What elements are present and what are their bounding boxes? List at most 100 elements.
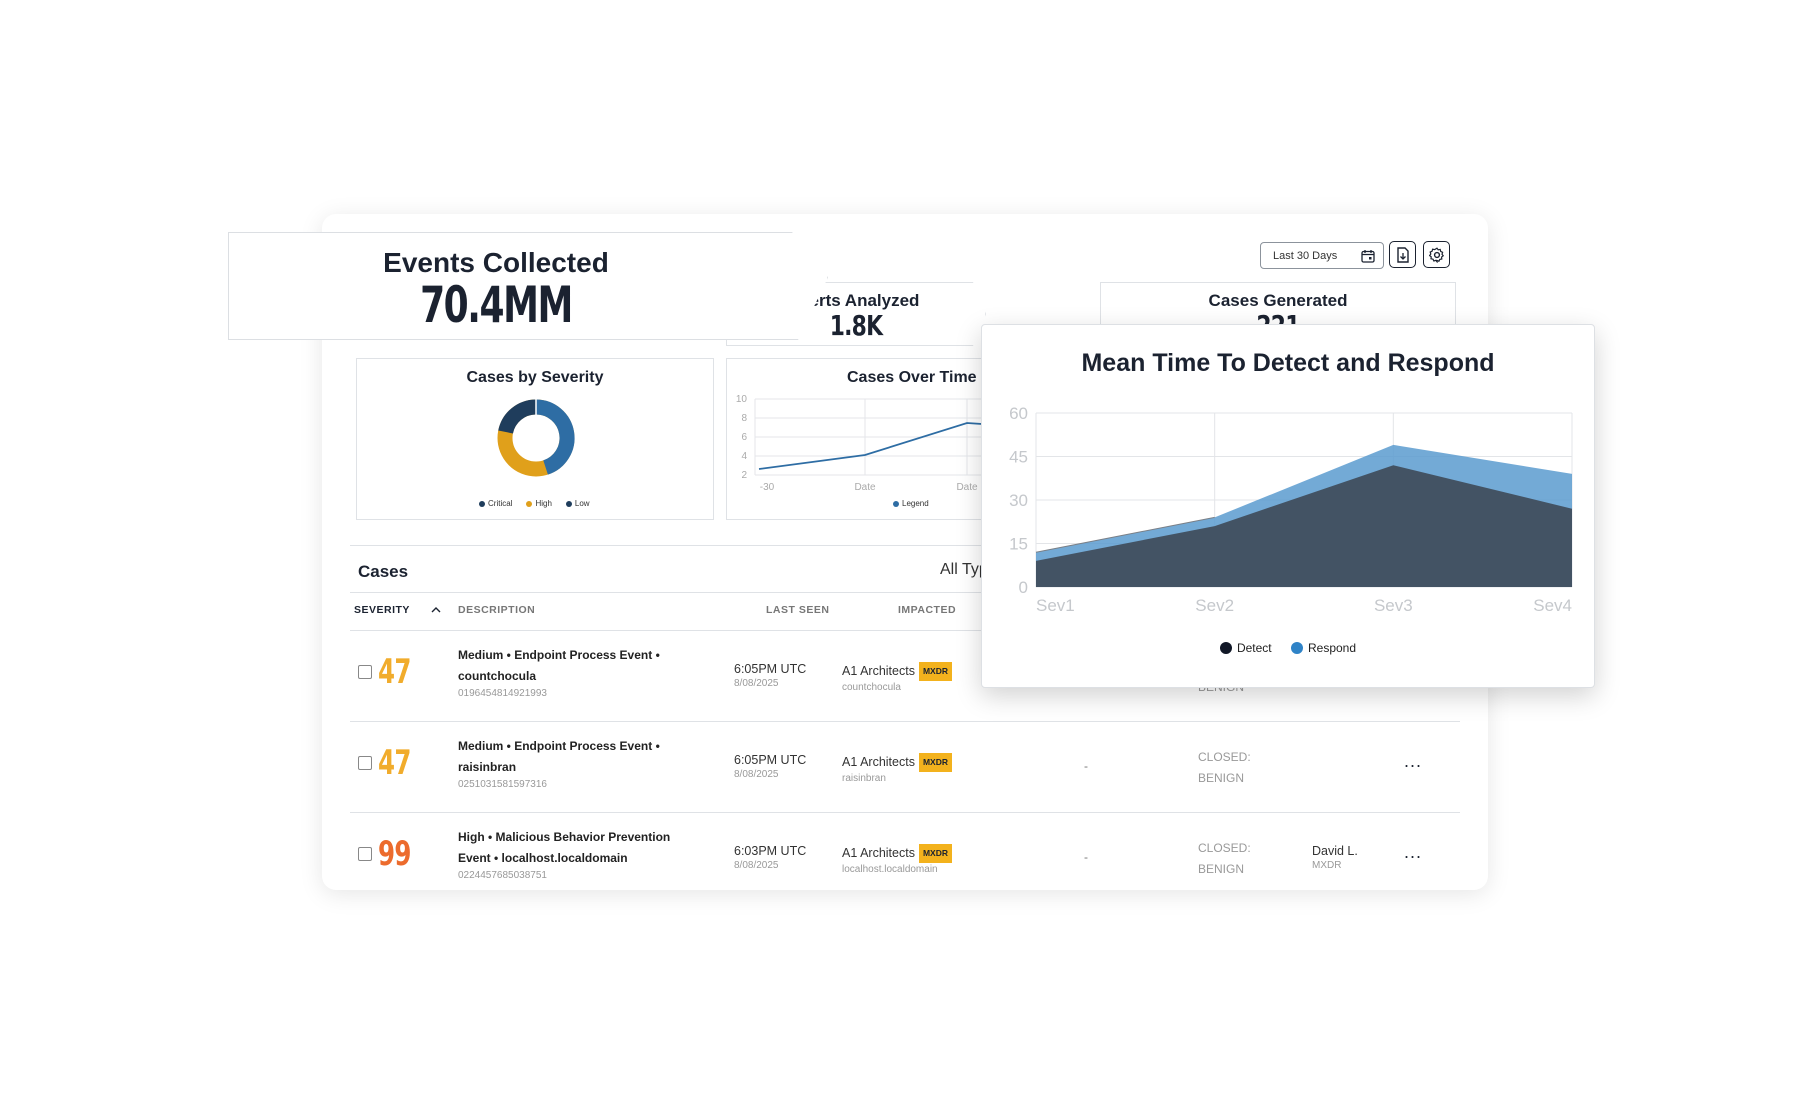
export-report-button[interactable]: [1389, 241, 1416, 268]
y-tick: 2: [741, 470, 747, 481]
row-checkbox[interactable]: [358, 847, 372, 861]
row-actions-menu[interactable]: ...: [1404, 842, 1423, 862]
table-row[interactable]: 99 High • Malicious Behavior Prevention E…: [350, 814, 1460, 890]
donut-slice-critical: [498, 399, 537, 434]
cases-generated-label: Cases Generated: [1208, 291, 1348, 310]
y-tick-label: 15: [1009, 535, 1028, 554]
divider: [350, 545, 1460, 546]
mxdr-badge: MXDR: [918, 753, 952, 772]
row-checkbox[interactable]: [358, 756, 372, 770]
mean-time-chart: 0 15 30 45 60 Sev1 Sev2 Sev3 Sev4: [1009, 404, 1573, 615]
column-header-description[interactable]: DESCRIPTION: [458, 604, 536, 616]
cases-by-severity-title: Cases by Severity: [466, 369, 604, 386]
y-tick: 8: [741, 413, 747, 424]
x-tick: -30: [760, 482, 775, 493]
last-seen-time: 6:05PM UTC: [734, 753, 807, 767]
cases-over-time-title: Cases Over Time: [847, 369, 977, 386]
time-legend: Legend: [893, 499, 929, 508]
x-tick-label: Sev1: [1036, 596, 1075, 615]
x-tick: Date: [956, 482, 978, 493]
severity-legend: Critical High Low: [479, 499, 590, 508]
alerts-analyzed-value: 1.8K: [829, 309, 883, 342]
settings-button[interactable]: [1423, 241, 1450, 268]
series-area-detect: [1036, 465, 1572, 587]
row-actions-menu[interactable]: ...: [1404, 751, 1423, 771]
column-header-severity[interactable]: SEVERITY: [354, 604, 410, 616]
impacted-org: A1 Architects: [842, 846, 915, 860]
case-title: High • Malicious Behavior Prevention Eve…: [458, 830, 671, 865]
impacted-org: A1 Architects: [842, 664, 915, 678]
divider: [350, 592, 1460, 593]
case-description[interactable]: Medium • Endpoint Process Event • countc…: [458, 645, 698, 700]
severity-score: 47: [378, 743, 411, 783]
x-tick: Date: [854, 482, 876, 493]
case-id: 0251031581597316: [458, 779, 547, 790]
legend-item-respond: Respond: [1290, 641, 1356, 655]
legend-high: High: [526, 499, 552, 508]
cases-by-severity-card: Cases by Severity Critical High Low: [356, 358, 714, 520]
case-id: 0196454814921993: [458, 688, 547, 699]
x-tick-label: Sev3: [1374, 596, 1413, 615]
y-tick-label: 30: [1009, 491, 1028, 510]
document-icon: [1396, 246, 1409, 263]
last-seen: 6:05PM UTC 8/08/2025: [734, 753, 806, 781]
legend-item: Legend: [893, 499, 929, 508]
series-edge-respond: [1035, 516, 1215, 553]
last-seen: 6:03PM UTC 8/08/2025: [734, 844, 806, 872]
case-title: Medium • Endpoint Process Event • countc…: [458, 648, 660, 683]
y-tick-label: 60: [1009, 404, 1028, 423]
case-title: Medium • Endpoint Process Event • raisin…: [458, 739, 660, 774]
y-tick: 6: [741, 432, 747, 443]
case-description[interactable]: High • Malicious Behavior Prevention Eve…: [458, 827, 698, 882]
impacted-host: countchocula: [842, 682, 901, 693]
mxdr-badge: MXDR: [918, 662, 952, 681]
table-row[interactable]: 47 Medium • Endpoint Process Event • rais…: [350, 723, 1460, 813]
legend-critical: Critical: [479, 499, 512, 508]
sort-ascending-icon[interactable]: [431, 606, 441, 614]
mxdr-badge: MXDR: [918, 844, 952, 863]
impacted: A1 Architects MXDR countchocula: [842, 662, 952, 694]
last-seen: 6:05PM UTC 8/08/2025: [734, 662, 806, 690]
donut-slice-low: [535, 399, 575, 475]
empty-value: -: [1084, 759, 1088, 773]
date-range-label: Last 30 Days: [1273, 249, 1338, 262]
severity-donut: [497, 399, 575, 477]
divider: [350, 630, 1460, 631]
impacted-org: A1 Architects: [842, 755, 915, 769]
cases-over-time-card: Cases Over Time 10 8 6 4 2 -30 Date Date…: [726, 358, 1027, 520]
row-checkbox[interactable]: [358, 665, 372, 679]
events-collected-card: Events Collected 70.4MM: [228, 232, 828, 340]
gear-icon: [1428, 246, 1444, 263]
alerts-analyzed-label: Alerts Analyzed: [792, 291, 920, 310]
case-id: 0224457685038751: [458, 870, 547, 881]
impacted-host: localhost.localdomain: [842, 864, 938, 875]
legend-low: Low: [565, 499, 590, 508]
events-collected-value: 70.4MM: [420, 276, 573, 334]
mean-time-legend: Detect Respond: [982, 641, 1594, 657]
y-tick-label: 0: [1019, 578, 1028, 597]
last-seen-date: 8/08/2025: [734, 860, 779, 871]
last-seen-time: 6:05PM UTC: [734, 662, 807, 676]
x-tick-label: Sev4: [1533, 596, 1572, 615]
severity-score: 47: [378, 652, 411, 692]
empty-value: -: [1084, 850, 1088, 864]
x-tick-label: Sev2: [1195, 596, 1234, 615]
legend-item-detect: Detect: [1219, 641, 1272, 655]
column-header-impacted[interactable]: IMPACTED: [898, 604, 957, 616]
case-status: CLOSED:BENIGN: [1198, 750, 1251, 785]
severity-score: 99: [378, 834, 411, 874]
impacted-host: raisinbran: [842, 773, 886, 784]
mean-time-title: Mean Time To Detect and Respond: [1081, 349, 1495, 377]
column-header-last-seen[interactable]: LAST SEEN: [766, 604, 830, 616]
last-seen-date: 8/08/2025: [734, 769, 779, 780]
date-range-picker[interactable]: Last 30 Days: [1260, 242, 1384, 269]
case-status: CLOSED:BENIGN: [1198, 841, 1251, 876]
y-tick: 10: [736, 394, 748, 405]
case-description[interactable]: Medium • Endpoint Process Event • raisin…: [458, 736, 698, 791]
cases-section-title: Cases: [358, 562, 409, 581]
y-tick: 4: [741, 451, 747, 462]
impacted: A1 Architects MXDR localhost.localdomain: [842, 844, 952, 876]
events-collected-label: Events Collected: [383, 247, 609, 278]
calendar-icon: [1361, 249, 1375, 263]
